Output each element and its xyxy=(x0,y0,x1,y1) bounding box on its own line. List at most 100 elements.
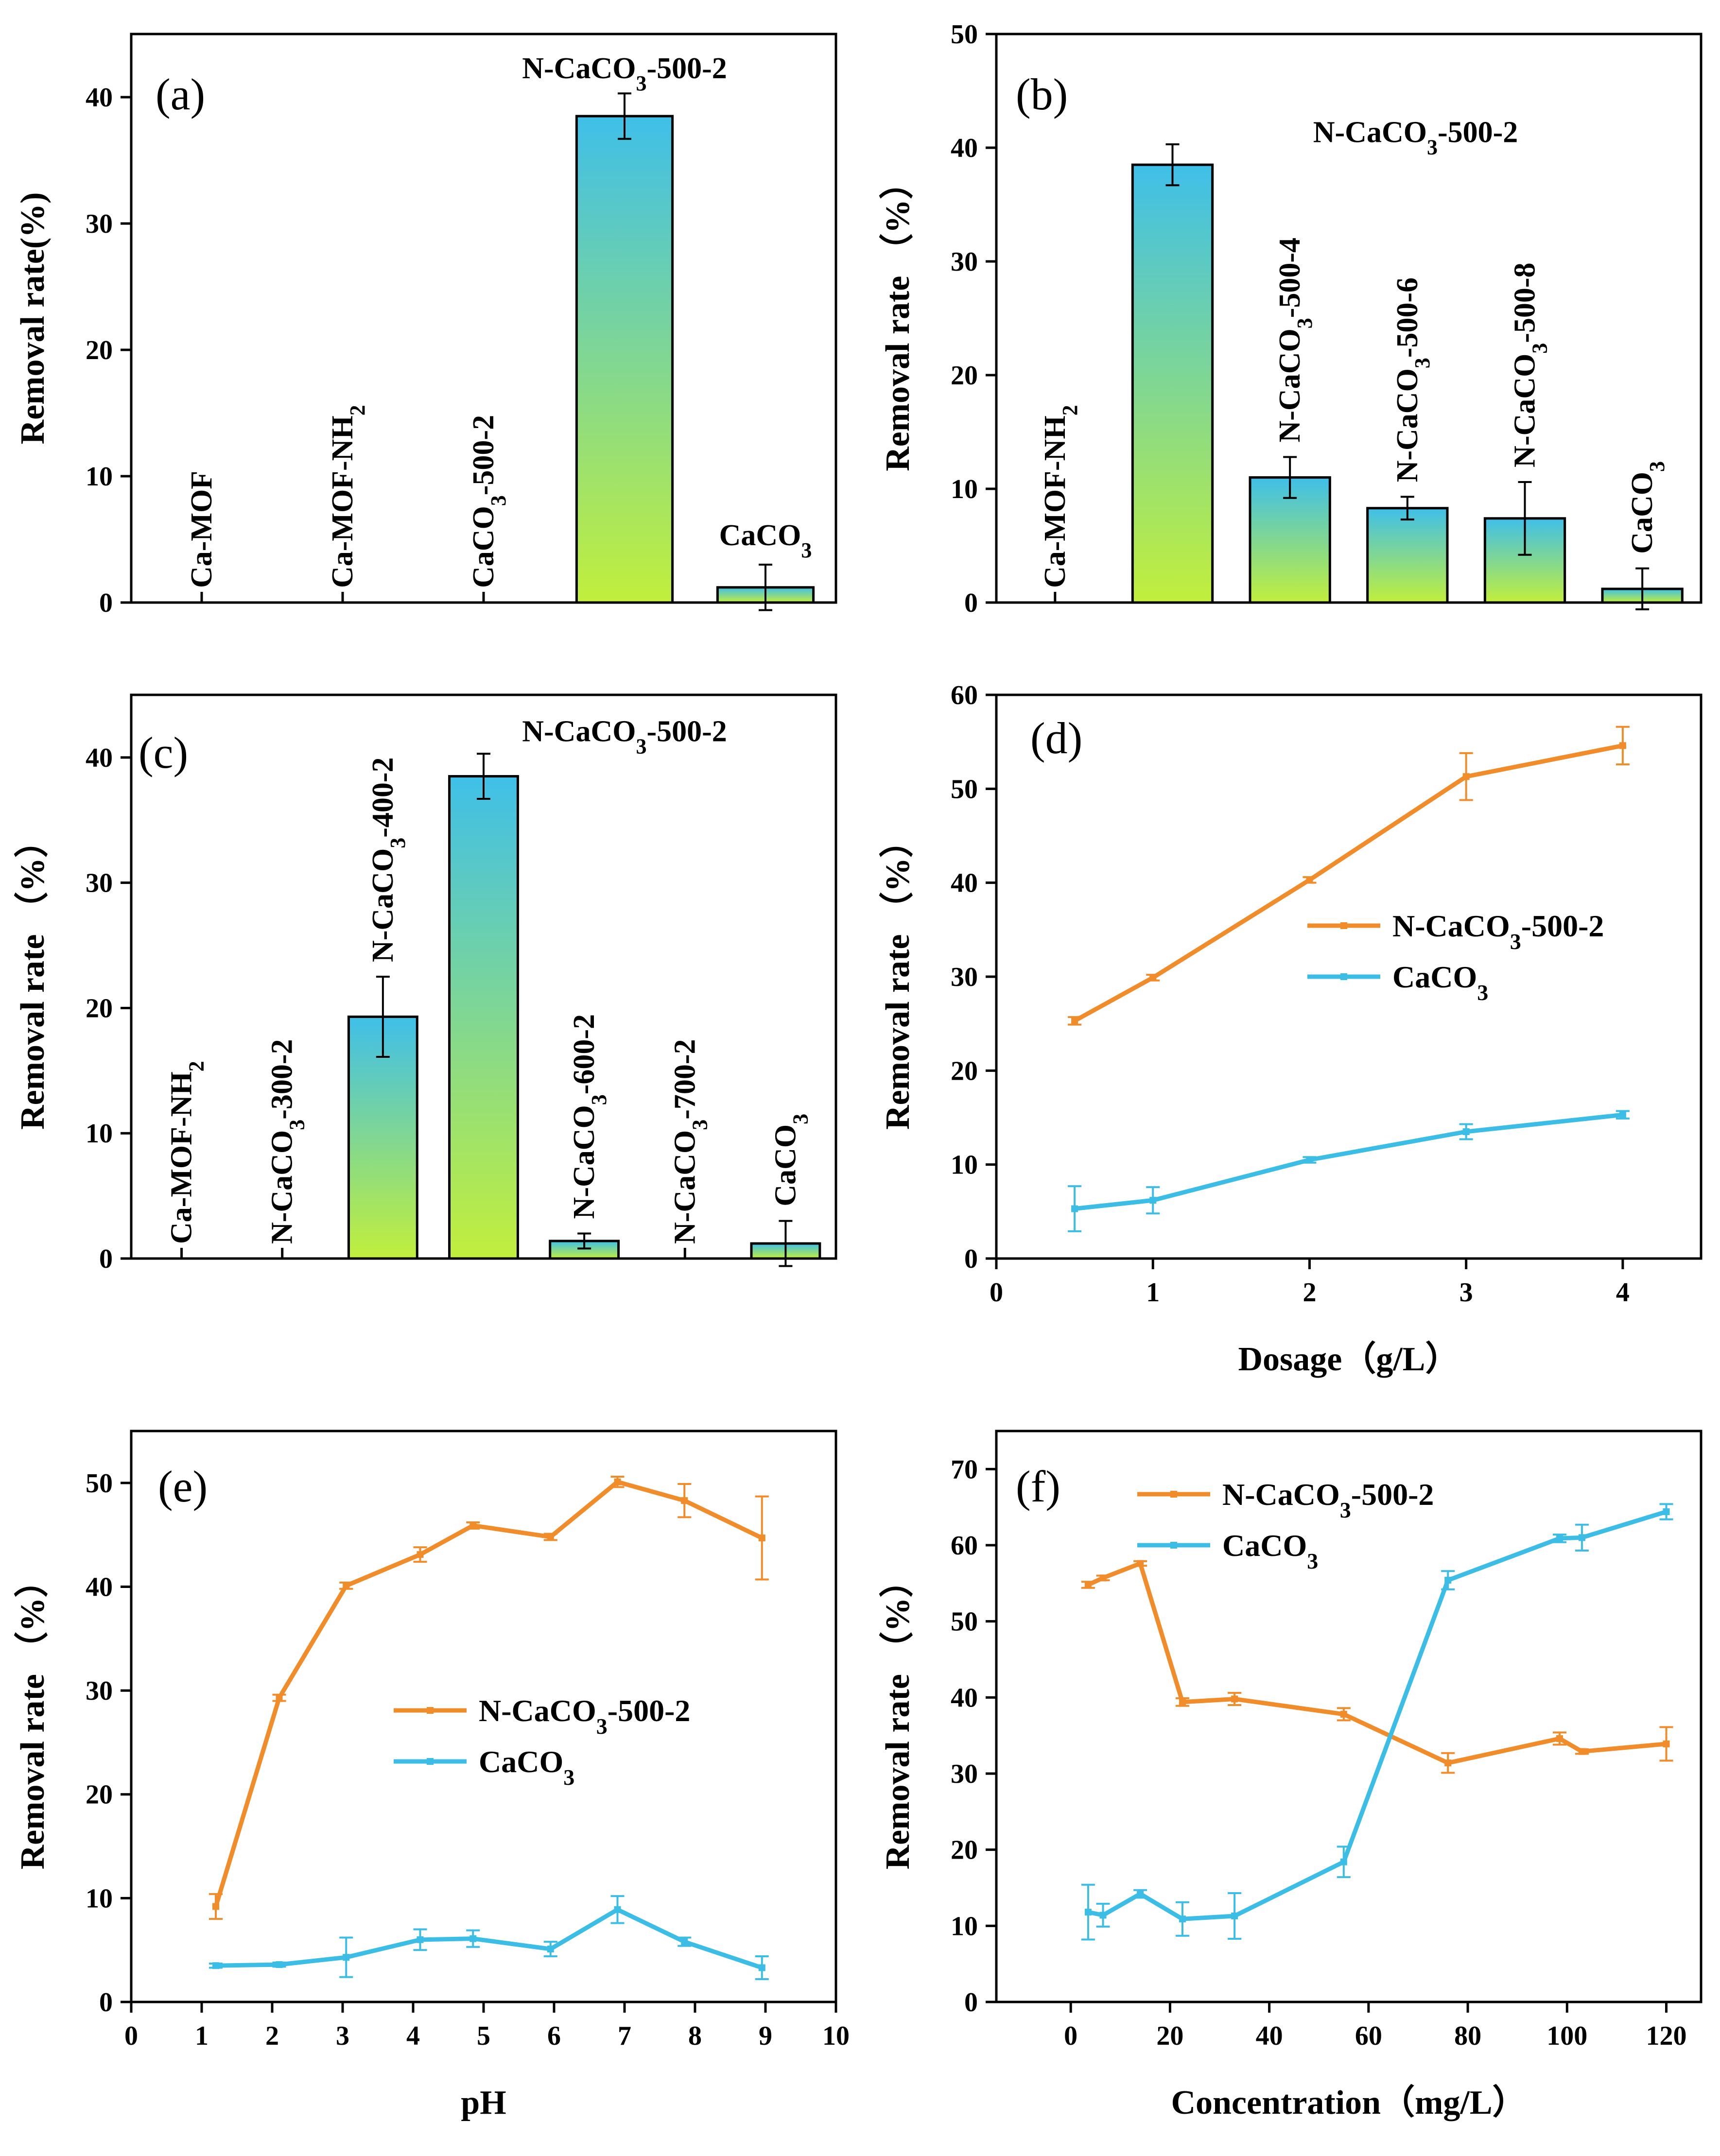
panel-label: (e) xyxy=(158,1462,208,1511)
bar xyxy=(575,115,674,604)
text-part: CaCO xyxy=(1222,1528,1307,1563)
y-tick-label: 30 xyxy=(86,868,113,898)
plot-frame xyxy=(995,1430,1703,2003)
text-part: Removal rate （%） xyxy=(879,165,917,471)
text-part: N-CaCO xyxy=(1509,354,1542,467)
bar-label: N-CaCO3-500-8 xyxy=(1509,262,1552,467)
y-tick-label: 40 xyxy=(951,868,978,898)
data-point xyxy=(417,1551,424,1558)
text-part: CaCO xyxy=(1626,472,1659,554)
data-point xyxy=(417,1936,424,1943)
y-tick-label: 20 xyxy=(86,335,113,365)
text-part: N-CaCO xyxy=(479,1693,596,1728)
text-part: 3 xyxy=(563,1765,574,1790)
panel-label: (d) xyxy=(1030,713,1082,763)
bar-label: N-CaCO3-500-2 xyxy=(1313,116,1518,159)
bar-label: N-CaCO3-700-2 xyxy=(668,1039,712,1244)
data-point xyxy=(276,1694,283,1702)
text-part: 3 xyxy=(596,1714,608,1739)
x-tick-label: 10 xyxy=(822,2021,850,2051)
text-part: -600-2 xyxy=(568,1014,601,1094)
data-point xyxy=(1306,1156,1313,1163)
data-point xyxy=(1179,1698,1186,1706)
text-part: Dosage（g/L） xyxy=(1238,1340,1459,1378)
text-part: -400-2 xyxy=(366,758,400,838)
data-point xyxy=(1578,1534,1585,1541)
text-part: (c) xyxy=(139,728,188,777)
text-part: 3 xyxy=(636,734,646,758)
text-part: CaCO xyxy=(1392,960,1477,994)
y-tick-label: 20 xyxy=(86,993,113,1023)
data-point xyxy=(1179,1915,1186,1923)
y-tick-label: 0 xyxy=(964,1987,978,2018)
text-part: 2 xyxy=(1058,405,1081,415)
data-point xyxy=(681,1497,688,1504)
text-part: CaCO xyxy=(769,1124,802,1207)
data-point xyxy=(1462,773,1470,780)
text-part: (a) xyxy=(156,69,205,119)
y-tick-label: 0 xyxy=(99,1987,113,2018)
y-tick-label: 20 xyxy=(951,1056,978,1086)
text-part: (f) xyxy=(1016,1462,1060,1511)
y-tick-label: 0 xyxy=(99,1244,113,1274)
text-part: N-CaCO xyxy=(522,715,636,748)
legend-marker xyxy=(1340,973,1347,980)
text-part: N-CaCO xyxy=(1273,328,1306,442)
panel-label: (b) xyxy=(1016,69,1068,119)
x-tick-label: 20 xyxy=(1156,2021,1183,2051)
text-part: -300-2 xyxy=(266,1039,299,1120)
data-point xyxy=(1231,1695,1238,1703)
text-part: CaCO xyxy=(719,519,801,552)
data-point xyxy=(1084,1909,1092,1916)
text-part: Concentration（mg/L） xyxy=(1171,2084,1526,2122)
panel-label: (f) xyxy=(1016,1462,1060,1511)
text-part: 3 xyxy=(1645,461,1669,472)
y-tick-label: 20 xyxy=(86,1780,113,1810)
x-tick-label: 7 xyxy=(618,2021,631,2051)
data-point xyxy=(758,1964,765,1971)
text-part: -700-2 xyxy=(668,1039,701,1120)
data-point xyxy=(547,1533,554,1540)
y-tick-label: 30 xyxy=(951,1759,978,1789)
y-tick-label: 10 xyxy=(86,1119,113,1149)
x-axis-label: Dosage（g/L） xyxy=(1238,1340,1459,1378)
text-part: -500-4 xyxy=(1273,238,1306,318)
text-part: 3 xyxy=(1410,358,1434,368)
data-point xyxy=(1578,1748,1585,1755)
legend-label: N-CaCO3-500-2 xyxy=(479,1693,690,1739)
bar-label: N-CaCO3-500-4 xyxy=(1273,238,1317,443)
text-part: N-CaCO xyxy=(366,848,400,962)
y-axis-label: Removal rate （%） xyxy=(14,1564,52,1870)
panel-b-bar-chart: 01020304050Ca-MOF-NH2N-CaCO3-500-2N-CaCO… xyxy=(879,19,1703,618)
series-line xyxy=(1074,1112,1623,1211)
data-point xyxy=(1149,1197,1157,1204)
data-point xyxy=(1663,1740,1670,1747)
text-part: N-CaCO xyxy=(1222,1477,1340,1512)
text-part: (d) xyxy=(1030,713,1082,763)
text-part: pH xyxy=(461,2084,506,2122)
y-tick-label: 30 xyxy=(86,209,113,239)
y-tick-label: 60 xyxy=(951,680,978,710)
text-part: -500-2 xyxy=(1521,909,1604,943)
y-tick-label: 20 xyxy=(951,361,978,391)
data-point xyxy=(1619,742,1626,749)
y-tick-label: 40 xyxy=(86,1572,113,1602)
legend-label: CaCO3 xyxy=(1392,960,1488,1005)
x-axis-label: Concentration（mg/L） xyxy=(1171,2084,1526,2122)
legend-marker xyxy=(427,1758,434,1765)
x-tick-label: 5 xyxy=(477,2021,490,2051)
bar-label: N-CaCO3-500-2 xyxy=(522,52,727,95)
text-part: -500-2 xyxy=(646,52,727,85)
text-part: CaCO xyxy=(479,1744,563,1779)
y-tick-label: 60 xyxy=(951,1531,978,1561)
text-part: N-CaCO xyxy=(568,1105,601,1219)
text-part: (e) xyxy=(158,1462,208,1511)
text-part: 2 xyxy=(346,405,369,415)
y-axis-label: Removal rate(%) xyxy=(14,192,52,445)
legend-label: N-CaCO3-500-2 xyxy=(1392,909,1604,954)
panel-label: (c) xyxy=(139,728,188,777)
text-part: Ca-MOF-NH xyxy=(1039,415,1072,588)
data-point xyxy=(1099,1574,1107,1582)
